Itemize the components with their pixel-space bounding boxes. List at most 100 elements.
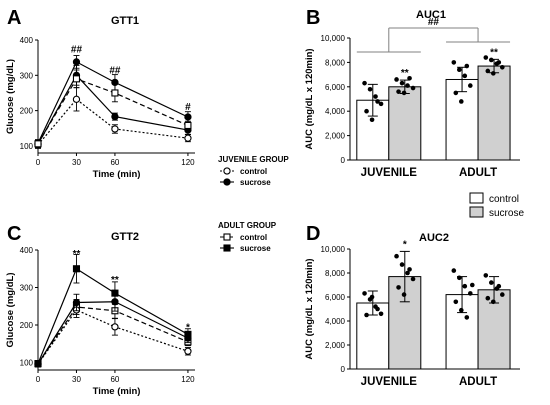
legend-marker [223,233,231,241]
series-path [37,61,189,144]
y-tick-label: 10,000 [321,34,346,43]
category-label: ADULT [459,167,497,179]
data-point [457,275,462,281]
data-point [378,311,384,317]
bar [388,86,422,161]
significance-mark: ## [71,44,83,55]
data-point [468,83,473,88]
y-tick-label: 100 [20,142,34,151]
legend-title: JUVENILE GROUP [218,155,289,164]
data-point [410,276,416,282]
data-point [184,113,192,121]
data-point [369,294,375,300]
data-point [111,89,119,97]
x-axis-label: Time (min) [93,169,141,180]
series-path [37,301,189,365]
data-point [72,265,81,273]
series-path [37,74,189,145]
x-tick-label: 30 [72,375,81,384]
data-point [184,334,192,342]
data-point [470,282,475,288]
legend-swatch [469,192,484,204]
series-line [34,291,192,368]
legend-label: control [240,233,267,242]
data-point [373,94,378,99]
y-tick-label: 0 [341,156,346,165]
data-point [459,307,464,313]
significance-mark: * [186,323,190,334]
data-point [462,283,468,289]
y-axis-label: AUC (mg/dL x 120min) [304,258,315,359]
legend-marker [223,167,231,175]
y-tick-label: 2,000 [325,341,346,350]
panel-letter: B [306,7,320,29]
chart-title: GTT1 [111,15,139,27]
data-point [451,268,457,273]
legend-label: control [240,167,267,176]
legend-marker [223,178,231,186]
data-point [367,86,373,92]
legend-swatch [469,206,484,218]
data-point [483,55,489,60]
y-axis-label: Glucose (mg/dL) [5,59,16,134]
series-path [37,306,189,364]
data-point [184,347,192,355]
significance-mark: ## [109,66,121,77]
data-point [111,298,119,306]
category-label: ADULT [459,376,497,388]
data-point [34,360,42,368]
data-point [468,291,473,296]
y-tick-label: 0 [341,365,346,374]
data-point [485,68,491,74]
legend-label: sucrose [240,244,271,253]
series-line [34,299,192,368]
line-chart-c: C GTT2 100 200 300 400 0 30 60 120 Time (min) Gluco… [5,221,277,397]
y-tick-label: 400 [20,246,34,255]
chart-title: AUC1 [416,9,446,21]
data-point [462,73,468,79]
data-point [485,295,491,301]
y-tick-label: 8,000 [325,269,346,278]
x-tick-label: 60 [110,375,119,384]
data-point [72,58,81,66]
y-tick-label: 4,000 [325,317,346,326]
data-point [362,80,367,86]
y-tick-label: 100 [20,359,34,368]
x-axis-label: Time (min) [93,386,141,397]
data-point [72,298,81,307]
y-axis-label: AUC (mg/dL x 120min) [304,48,315,149]
data-point [401,292,407,297]
data-point [396,89,401,94]
series-path [37,98,189,146]
x-tick-label: 0 [36,158,41,167]
legend: ADULT GROUP control sucrose [218,221,277,253]
data-point [491,71,496,76]
data-point [489,280,494,285]
x-tick-label: 30 [72,158,81,167]
data-point [496,283,502,289]
series-line [34,69,192,148]
bar-chart-d: D AUC2 0 2,000 4,000 6,000 8,000 10,000 AUC (mg/… [304,223,520,388]
legend-marker [223,244,231,252]
data-point [496,60,502,65]
data-point [375,306,380,312]
y-axis-label: Glucose (mg/dL) [5,273,16,348]
series-path [37,309,189,365]
x-tick-label: 120 [181,158,195,167]
data-point [394,253,399,259]
y-tick-label: 200 [20,107,34,116]
data-point [364,312,369,318]
data-point [407,267,412,272]
data-point [405,270,410,276]
line-chart-a: A GTT1 100 200 300 400 0 30 60 120 Time (min) Gluco… [5,7,289,187]
data-point [72,75,81,83]
chart-title: AUC2 [419,232,449,244]
data-point [489,57,494,63]
bar-chart-b: B AUC1 0 2,000 4,000 6,000 8,000 10,000 AUC (mg/… [304,7,520,179]
series-path [37,78,189,145]
significance-mark: ** [73,249,81,260]
y-tick-label: 200 [20,321,34,330]
x-tick-label: 0 [36,375,41,384]
bar-legend: control sucrose [469,192,524,219]
